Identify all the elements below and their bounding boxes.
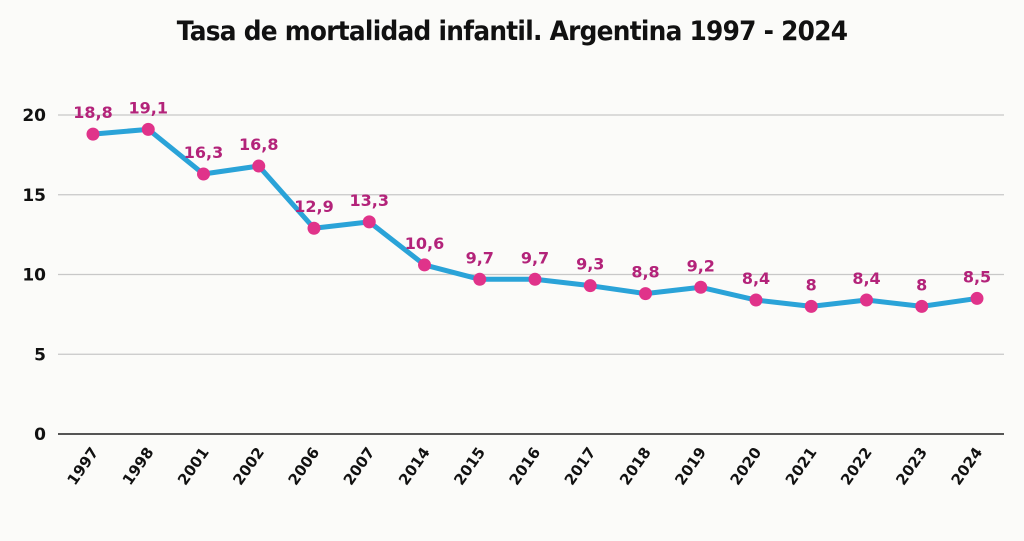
data-label: 9,3 xyxy=(576,255,604,274)
y-axis-ticks: 0 5 10 15 20 xyxy=(22,106,46,445)
data-point xyxy=(915,299,929,313)
data-point xyxy=(749,293,763,307)
data-label: 8 xyxy=(916,275,927,294)
x-tick-label: 2015 xyxy=(450,444,489,489)
data-label: 8,5 xyxy=(963,267,991,286)
data-point xyxy=(418,258,431,272)
data-point xyxy=(970,291,984,305)
data-point xyxy=(528,272,542,286)
x-tick-label: 2022 xyxy=(837,444,876,489)
data-label: 8,8 xyxy=(631,263,659,282)
data-point xyxy=(694,280,708,294)
data-label: 9,7 xyxy=(521,248,549,267)
x-axis-ticks: 1997 1998 2001 2002 2006 2007 2014 2015 2016 2017… xyxy=(64,444,987,489)
x-tick-label: 2017 xyxy=(561,444,600,489)
data-label: 8 xyxy=(806,275,817,294)
data-point xyxy=(362,215,376,229)
x-tick-label: 2024 xyxy=(948,444,987,489)
y-tick-label: 0 xyxy=(34,425,46,445)
data-labels: 18,8 19,1 16,3 16,8 12,9 13,3 10,6 9,7 9,7 9,3 8,8… xyxy=(73,98,991,294)
x-tick-label: 2016 xyxy=(506,444,545,489)
chart-title: Tasa de mortalidad infantil. Argentina 1… xyxy=(176,16,848,47)
data-label: 9,2 xyxy=(687,256,715,275)
y-tick-label: 10 xyxy=(22,266,46,286)
data-label: 8,4 xyxy=(742,269,770,288)
x-tick-label: 2023 xyxy=(892,444,931,489)
data-label: 9,7 xyxy=(466,248,494,267)
data-label: 16,3 xyxy=(184,143,223,162)
x-tick-label: 2018 xyxy=(616,444,655,489)
data-point xyxy=(804,299,818,313)
data-label: 8,4 xyxy=(852,269,880,288)
data-point xyxy=(473,272,487,286)
x-tick-label: 2002 xyxy=(229,444,268,489)
x-tick-label: 2021 xyxy=(782,444,821,489)
data-point xyxy=(583,279,597,293)
x-tick-label: 1998 xyxy=(119,444,158,489)
data-label: 12,9 xyxy=(294,197,333,216)
y-tick-label: 20 xyxy=(22,106,46,126)
data-point xyxy=(197,167,210,181)
data-markers xyxy=(86,122,984,313)
data-point xyxy=(86,127,100,141)
data-point xyxy=(639,287,652,301)
data-label: 10,6 xyxy=(405,234,444,253)
y-tick-label: 5 xyxy=(34,345,46,365)
data-point xyxy=(860,293,873,307)
data-point xyxy=(252,159,266,173)
data-label: 18,8 xyxy=(73,103,112,122)
y-tick-label: 15 xyxy=(22,186,46,206)
data-label: 16,8 xyxy=(239,135,278,154)
x-tick-label: 2007 xyxy=(340,444,379,489)
x-tick-label: 1997 xyxy=(64,444,103,489)
x-tick-label: 2014 xyxy=(395,444,434,489)
x-tick-label: 2020 xyxy=(727,444,766,489)
data-point xyxy=(141,122,155,136)
x-tick-label: 2006 xyxy=(285,444,324,489)
data-point xyxy=(307,221,321,235)
data-label: 19,1 xyxy=(129,98,168,117)
x-tick-label: 2001 xyxy=(174,444,213,489)
data-label: 13,3 xyxy=(350,191,389,210)
x-tick-label: 2019 xyxy=(671,444,710,489)
